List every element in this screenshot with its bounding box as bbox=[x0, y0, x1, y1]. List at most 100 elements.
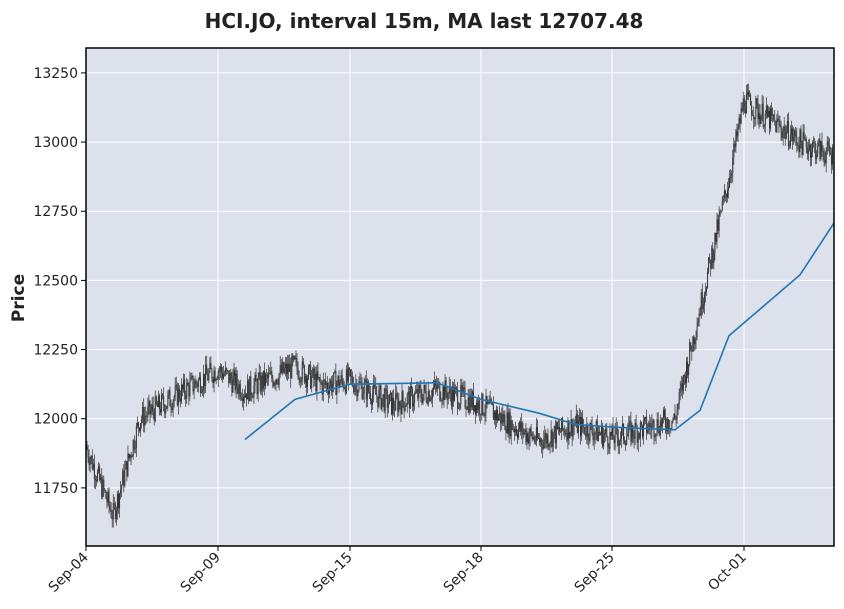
candle bbox=[718, 206, 720, 238]
candle bbox=[491, 402, 493, 406]
candle bbox=[559, 419, 560, 436]
candle bbox=[520, 417, 522, 436]
candle bbox=[678, 388, 680, 410]
candle bbox=[672, 417, 674, 424]
candle bbox=[760, 114, 762, 125]
candle bbox=[786, 113, 788, 134]
candle bbox=[746, 83, 748, 100]
candle bbox=[391, 392, 392, 416]
candle bbox=[351, 368, 353, 386]
candle bbox=[373, 374, 375, 403]
candle bbox=[163, 387, 165, 412]
candle bbox=[334, 369, 336, 374]
candle bbox=[593, 428, 595, 450]
candle bbox=[764, 110, 766, 134]
candle bbox=[714, 232, 716, 261]
candle bbox=[447, 391, 449, 405]
candle bbox=[594, 431, 596, 445]
candle bbox=[536, 419, 538, 441]
candle bbox=[721, 195, 723, 212]
candle bbox=[268, 364, 270, 386]
candle bbox=[99, 463, 101, 482]
candle bbox=[687, 356, 689, 379]
candle bbox=[547, 428, 549, 451]
candle bbox=[681, 376, 683, 399]
candle bbox=[383, 387, 385, 414]
candle bbox=[286, 357, 287, 380]
candle bbox=[86, 440, 88, 451]
candle bbox=[143, 398, 145, 433]
candle bbox=[750, 92, 752, 106]
candle bbox=[372, 385, 374, 411]
candle bbox=[216, 375, 218, 381]
candle bbox=[195, 379, 197, 389]
candle bbox=[364, 375, 366, 383]
candle bbox=[175, 376, 177, 391]
candle bbox=[388, 393, 390, 405]
candle bbox=[427, 381, 429, 407]
candle bbox=[116, 491, 118, 520]
candle bbox=[552, 431, 554, 452]
candle bbox=[370, 385, 371, 405]
candle bbox=[415, 385, 417, 395]
candle bbox=[776, 114, 778, 134]
candle bbox=[477, 398, 479, 413]
candle bbox=[539, 433, 541, 446]
candle bbox=[211, 367, 213, 383]
candle bbox=[755, 95, 757, 126]
candle bbox=[244, 389, 245, 404]
candle bbox=[270, 361, 272, 376]
candle bbox=[337, 375, 339, 387]
candle bbox=[783, 117, 785, 139]
candle bbox=[532, 431, 534, 441]
candle bbox=[506, 404, 508, 434]
candle bbox=[344, 385, 346, 396]
candle bbox=[152, 396, 154, 419]
candle bbox=[543, 430, 545, 451]
candle bbox=[807, 139, 809, 161]
candle bbox=[818, 138, 820, 147]
candle bbox=[778, 115, 780, 134]
candle bbox=[259, 365, 261, 395]
candle bbox=[503, 410, 505, 426]
candle bbox=[449, 379, 451, 402]
candle bbox=[649, 414, 651, 435]
candle bbox=[204, 373, 206, 394]
candle bbox=[797, 142, 799, 151]
candle bbox=[657, 412, 659, 434]
candle bbox=[332, 375, 334, 399]
candle bbox=[766, 104, 768, 119]
candle bbox=[179, 390, 181, 408]
x-tick-label: Sep-09 bbox=[178, 550, 224, 596]
candle bbox=[187, 379, 189, 387]
candle bbox=[125, 459, 127, 470]
candle bbox=[376, 385, 378, 403]
candle bbox=[668, 418, 670, 435]
candle bbox=[771, 102, 773, 122]
candle bbox=[496, 405, 497, 428]
candle bbox=[785, 125, 787, 140]
candle bbox=[791, 120, 793, 142]
candle bbox=[533, 434, 535, 445]
candle bbox=[297, 361, 299, 380]
candle bbox=[269, 367, 271, 375]
candle bbox=[315, 366, 317, 394]
candle bbox=[134, 440, 136, 454]
candle bbox=[436, 375, 438, 393]
candle bbox=[292, 353, 294, 367]
candle bbox=[498, 413, 500, 422]
y-axis-ticks: 11750 12000 12250 12500 12750 13000 13250 bbox=[33, 66, 86, 497]
candle bbox=[784, 124, 786, 146]
candle bbox=[136, 416, 138, 429]
candle bbox=[763, 124, 765, 132]
candle bbox=[692, 336, 694, 352]
candle bbox=[161, 389, 163, 417]
candle bbox=[627, 423, 629, 437]
plot-area bbox=[86, 48, 834, 546]
candle bbox=[205, 356, 207, 394]
candle bbox=[592, 425, 594, 446]
candle bbox=[531, 431, 533, 442]
candle bbox=[126, 461, 128, 482]
y-tick-label: 13000 bbox=[33, 135, 78, 151]
candle bbox=[586, 416, 588, 444]
